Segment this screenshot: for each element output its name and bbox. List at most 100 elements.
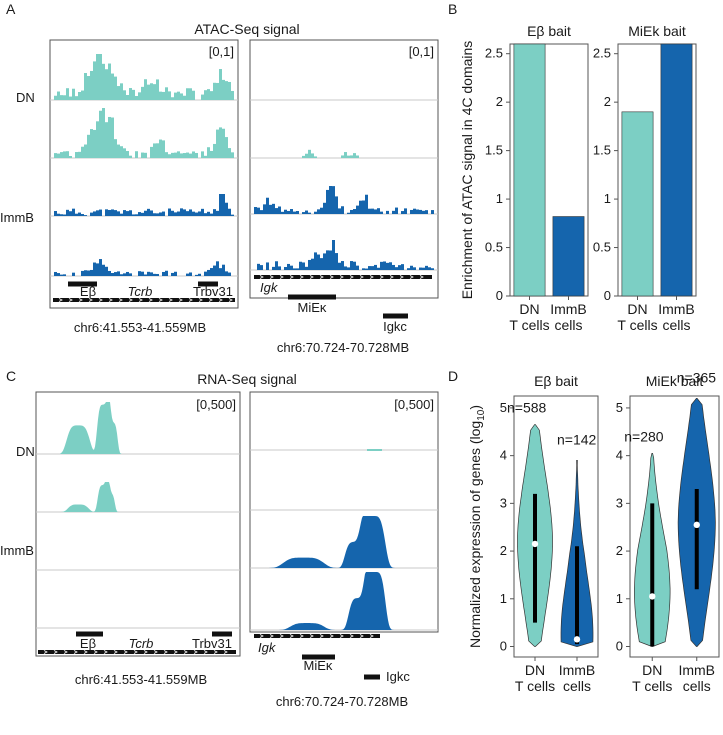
signal-bar	[72, 208, 75, 216]
signal-bar	[84, 73, 87, 100]
signal-bar	[410, 209, 413, 214]
signal-bar	[63, 95, 66, 100]
strand-arrow	[133, 650, 138, 654]
y-tick-label: 2.5	[593, 46, 611, 61]
signal-bar	[260, 265, 263, 270]
signal-bar	[138, 92, 141, 100]
strand-arrow	[289, 634, 294, 638]
y-tick-label: 2	[604, 94, 611, 109]
row-label-immb: ImmB	[0, 210, 34, 225]
signal-bar	[150, 146, 153, 158]
signal-bar	[263, 204, 266, 214]
signal-bar	[335, 196, 338, 214]
signal-bar	[353, 153, 356, 158]
gene-element	[212, 631, 232, 637]
y-tick-label: 2	[500, 543, 507, 558]
strand-arrow	[128, 298, 133, 302]
chart-title: MiEk bait	[646, 373, 704, 389]
signal-bar	[87, 270, 90, 276]
strand-arrow	[163, 650, 168, 654]
chart-title: Eβ bait	[527, 23, 571, 39]
signal-bar	[168, 154, 171, 158]
signal-bar	[105, 209, 108, 216]
signal-bar	[171, 152, 174, 158]
signal-bar	[153, 213, 156, 216]
y-tick-label: 0	[604, 288, 611, 303]
strand-arrow	[369, 634, 374, 638]
signal-bar	[329, 250, 332, 270]
signal-bar	[126, 94, 129, 100]
y-tick-label: 0	[496, 288, 503, 303]
signal-bar	[216, 82, 219, 100]
signal-bar	[395, 267, 398, 270]
y-tick-label: 3	[500, 495, 507, 510]
signal-bar	[266, 197, 269, 214]
median-point	[573, 636, 581, 643]
strand-arrow	[309, 634, 314, 638]
signal-bar	[60, 152, 63, 158]
signal-bar	[162, 271, 165, 276]
signal-bar	[78, 92, 81, 100]
chart-title: MiEk bait	[628, 23, 686, 39]
x-tick-label: T cells	[515, 678, 555, 694]
signal-bar	[93, 129, 96, 158]
signal-bar	[380, 211, 383, 214]
signal-bar	[93, 61, 96, 100]
chart-title: Eβ bait	[534, 373, 578, 389]
signal-bar	[135, 96, 138, 100]
gene-label-igkc: Igkc	[386, 669, 410, 684]
signal-bar	[207, 147, 210, 158]
signal-bar	[156, 143, 159, 158]
x-tick-label: T cells	[617, 317, 657, 333]
signal-bar	[84, 270, 87, 276]
signal-bar	[219, 194, 222, 216]
strand-arrow	[53, 650, 58, 654]
signal-bar	[225, 202, 228, 216]
signal-bar	[99, 259, 102, 276]
strand-arrow	[98, 298, 103, 302]
signal-bar	[141, 271, 144, 276]
signal-bar	[159, 91, 162, 100]
signal-bar	[213, 265, 216, 276]
signal-bar	[335, 253, 338, 270]
signal-bar	[111, 209, 114, 216]
signal-bar	[96, 210, 99, 216]
signal-bar	[225, 81, 228, 100]
signal-bar	[132, 89, 135, 100]
signal-bar	[410, 265, 413, 270]
gene-label-igk: Igk	[258, 640, 277, 655]
y-tick-label: 1	[496, 191, 503, 206]
signal-bar	[287, 210, 290, 214]
strand-arrow	[339, 275, 344, 279]
y-axis-label: Normalized expression of genes (log10)	[467, 405, 487, 648]
signal-bar	[180, 93, 183, 100]
gene-label-trbv31: Trbv31	[193, 284, 233, 299]
signal-bar	[260, 210, 263, 214]
panel-a-left-box	[49, 39, 239, 309]
y-tick-label: 2	[616, 543, 623, 558]
signal-bar	[93, 211, 96, 216]
signal-bar	[156, 79, 159, 100]
signal-bar	[287, 263, 290, 270]
y-tick-label: 2	[496, 94, 503, 109]
x-tick-label: DN	[642, 662, 662, 678]
signal-bar	[320, 207, 323, 214]
signal-bar	[186, 211, 189, 216]
signal-bar	[284, 209, 287, 214]
signal-bar	[332, 240, 335, 270]
signal-bar	[392, 210, 395, 214]
gene-element	[68, 281, 97, 287]
signal-bar	[102, 264, 105, 276]
signal-bar	[201, 208, 204, 216]
signal-bar	[54, 271, 57, 276]
signal-bar	[141, 152, 144, 158]
signal-bar	[362, 268, 365, 270]
signal-bar	[135, 214, 138, 216]
signal-bar	[96, 121, 99, 158]
signal-bar	[57, 213, 60, 216]
signal-bar	[413, 208, 416, 214]
y-tick-label: 5	[616, 400, 623, 415]
signal-bar	[204, 90, 207, 100]
signal-bar	[177, 211, 180, 216]
signal-bar	[341, 206, 344, 214]
